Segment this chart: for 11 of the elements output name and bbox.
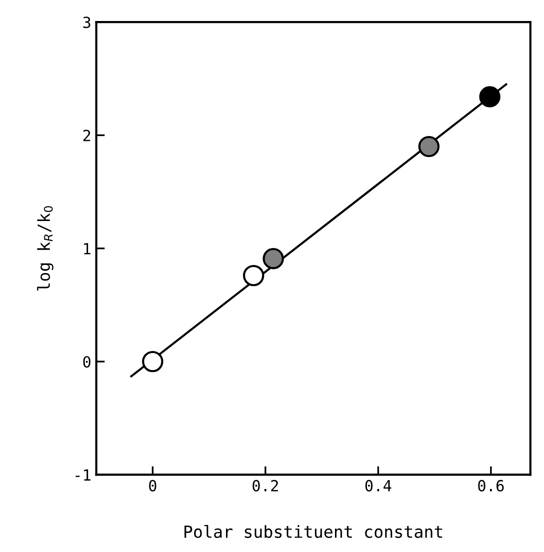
y-tick-label: 2 <box>83 130 90 142</box>
y-tick-label: 0 <box>83 356 90 368</box>
x-tick-label: 0.6 <box>478 480 504 492</box>
y-tick-label: -1 <box>76 469 90 481</box>
x-tick-label: 0.2 <box>252 480 278 492</box>
x-tick-label: 0 <box>149 480 156 492</box>
y-axis-title: log k$_{R}$/k$_{0}$ <box>37 206 54 291</box>
y-tick-label: 3 <box>83 16 90 28</box>
x-axis-title: Polar substituent constant <box>184 525 442 538</box>
x-tick-label: 0.4 <box>365 480 392 492</box>
y-tick-label: 1 <box>84 243 90 254</box>
